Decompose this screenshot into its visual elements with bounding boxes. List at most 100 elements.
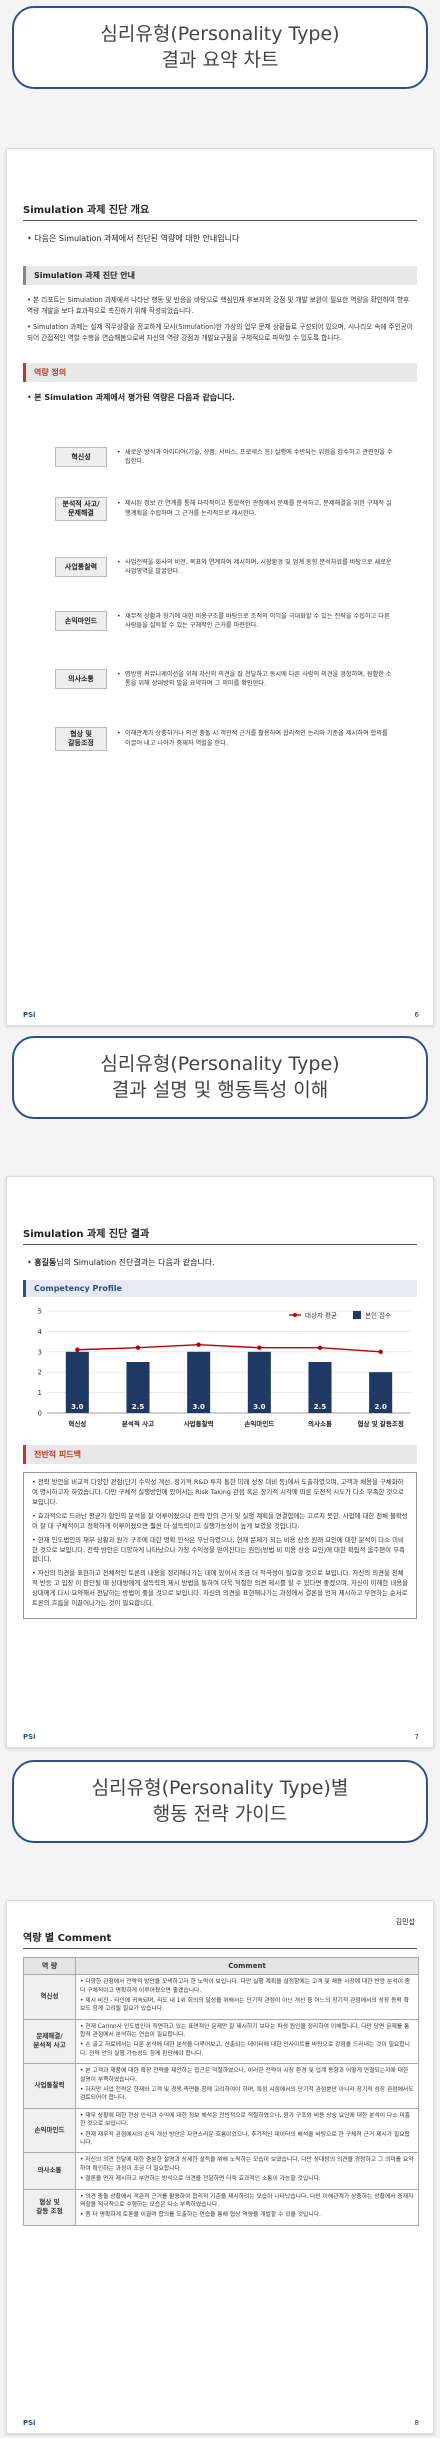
competency-desc: 재무적 상황과 장기에 대한 비용구조를 바탕으로 조직의 이익을 극대화할 수…	[107, 612, 395, 631]
comment-text: 본 고객과 제품에 대한 확장 전략을 제안하는 접근은 적절하였으나, 이러한…	[80, 2068, 409, 2083]
page-title: Simulation 과제 진단 결과	[23, 1225, 417, 1245]
competency-cell: 사업통찰력	[23, 2063, 76, 2109]
bar	[369, 1372, 393, 1413]
comment-text: 현재 재무적 관점에서의 손익 개선 방안은 자연스러운 흐름이었으나, 추가적…	[80, 2131, 410, 2146]
report-page-6: Simulation 과제 진단 개요 • 다음은 Simulation 과제에…	[6, 148, 434, 1026]
competency-cell: 혁신성	[23, 1974, 76, 2020]
competency-label: 손익마인드	[55, 611, 107, 631]
table-row: 손익마인드 • 재무 상황에 대한 현상 인식과 수익에 대한 정보 해석은 전…	[23, 2107, 419, 2154]
table-header-row: 역 량 Comment	[23, 1956, 419, 1976]
page-number: 8	[414, 2419, 419, 2427]
comment-cell: • 본 고객과 제품에 대한 확장 전략을 제안하는 접근은 적절하였으나, 이…	[75, 2063, 419, 2109]
comment-table: 역 량 Comment 혁신성 • 다양한 관점에서 전략적 방안을 모색하고자…	[23, 1956, 419, 2226]
legend-bar-swatch	[353, 1311, 361, 1319]
average-point	[75, 1347, 80, 1352]
comment-text: 다양한 관점에서 전략적 방안을 모색하고자 한 노력이 보입니다. 다만 실행…	[80, 1979, 411, 1994]
page-title: 역량 별 Comment	[23, 1929, 417, 1949]
psi-logo: PSi	[23, 2419, 36, 2427]
column-header: Comment	[75, 1956, 419, 1976]
section-header-guide: Simulation 과제 진단 안내	[23, 266, 417, 285]
bar-value-label: 2.5	[132, 1403, 145, 1411]
bar-value-label: 3.0	[71, 1403, 84, 1411]
legend-label: 대상자 평균	[305, 1311, 337, 1320]
competency-desc: 제시된 정보 간 연계를 통해 다각적이고 통합적인 관점에서 문제를 분석하고…	[107, 499, 395, 518]
competency-row: 사업통찰력 사업전략을 회사의 비전, 목표와 연계하여 제시하며, 시장환경 …	[55, 557, 395, 577]
competency-label: 사업통찰력	[55, 557, 107, 577]
feedback-paragraph: 전략 방안을 비교적 다양한 관점(단기 수익성 개선, 장기적 R&D 투자 …	[32, 1478, 405, 1506]
competency-desc: 이해관계가 상충하거나 의견 충돌 시 객관적 근거를 활용하여 합리적인 논리…	[107, 729, 395, 748]
bar-value-label: 3.0	[192, 1403, 205, 1411]
comment-text: 제시 비전 - 타인에 귀속되며, 리도 내 1위 회의의 달성을 위해서는 단…	[80, 1997, 409, 2013]
page-title: Simulation 과제 진단 개요	[23, 201, 417, 221]
average-line	[77, 1343, 381, 1353]
category-label: 의사소통	[308, 1419, 332, 1428]
intro-line: • 다음은 Simulation 과제에서 진단된 역량에 대한 안내입니다	[27, 234, 240, 243]
competency-label: 분석적 사고/ 문제해결	[55, 497, 107, 521]
category-label: 분석적 사고	[122, 1419, 154, 1428]
y-tick-label: 1	[38, 1389, 42, 1397]
banner-title: 심리유형(Personality Type) 결과 설명 및 행동특성 이해	[100, 1053, 340, 1101]
competency-cell: 손익마인드	[23, 2107, 76, 2154]
category-label: 손익마인드	[244, 1419, 274, 1428]
bar-value-label: 2.5	[314, 1403, 327, 1411]
average-point	[378, 1349, 383, 1354]
report-page-7: Simulation 과제 진단 결과 • 홍길동님의 Simulation 진…	[6, 1176, 434, 1748]
competency-label: 혁신성	[55, 447, 107, 467]
competency-label: 의사소통	[55, 669, 107, 689]
person-name: 김민섭	[395, 1918, 415, 1926]
guide-text: • 본 리포트는 Simulation 과제에서 나타난 행동 및 반응을 바탕…	[27, 296, 413, 342]
report-page-8: 김민섭 역량 별 Comment 역 량 Comment 혁신성 • 다양한 관…	[6, 1900, 434, 2434]
average-point	[135, 1345, 141, 1350]
section-banner-strategy: 심리유형(Personality Type)별 행동 전략 가이드	[12, 1760, 428, 1844]
competency-cell: 문제해결/ 분석적 사고	[23, 2018, 76, 2065]
definition-intro: • 본 Simulation 과제에서 평가된 역량은 다음과 같습니다.	[27, 393, 235, 403]
table-row: 사업통찰력 • 본 고객과 제품에 대한 확장 전략을 제안하는 접근은 적절하…	[23, 2063, 419, 2109]
competency-desc: 명방향 커뮤니케이션을 위해 자신의 의견을 잘 전달하고 동시에 다른 사람의…	[107, 670, 395, 689]
comment-cell: • 의견 충돌 상황에서 객관적 근거를 활용하여 합리적 기준을 제시하려는 …	[75, 2188, 419, 2226]
legend-line-marker	[293, 1313, 297, 1317]
section-header-feedback: 전반적 피드백	[23, 1445, 417, 1464]
section-header-chart: Competency Profile	[23, 1280, 417, 1297]
comment-cell: • 자신의 의견 전달에 대한 충분한 설명과 상세한 설득을 위해 노력하는 …	[75, 2152, 419, 2190]
comment-cell: • 다양한 관점에서 전략적 방안을 모색하고자 한 노력이 보입니다. 다만 …	[75, 1974, 419, 2020]
competency-cell: 의사소통	[23, 2152, 76, 2190]
comment-text: 손 골고 자료에서는 다른 분석에 대한 분석을 다루어보고, 산출되는 데이터…	[80, 2042, 410, 2057]
y-tick-label: 2	[38, 1369, 42, 1377]
comment-text: 현재 Carinn사 인도법인이 직면하고 있는 표면적인 문제만 잘 제시하기…	[80, 2023, 410, 2039]
comment-text: 자신의 의견 전달에 대한 충분한 설명과 상세한 설득을 위해 노력하는 모습…	[80, 2157, 414, 2172]
competency-row: 협상 및 갈등조정 이해관계가 상충하거나 의견 충돌 시 객관적 근거를 활용…	[55, 727, 395, 751]
bar-value-label: 2.0	[374, 1403, 387, 1411]
column-header: 역 량	[23, 1956, 76, 1976]
section-banner-explanation: 심리유형(Personality Type) 결과 설명 및 행동특성 이해	[12, 1036, 428, 1120]
table-row: 의사소통 • 자신의 의견 전달에 대한 충분한 설명과 상세한 설득을 위해 …	[23, 2152, 419, 2190]
competency-label: 협상 및 갈등조정	[55, 727, 107, 751]
competency-row: 분석적 사고/ 문제해결 제시된 정보 간 연계를 통해 다각적이고 통합적인 …	[55, 497, 395, 521]
category-label: 혁신성	[68, 1419, 86, 1428]
banner-title: 심리유형(Personality Type)별 행동 전략 가이드	[91, 1777, 349, 1825]
intro-text: 다음은 Simulation 과제에서 진단된 역량에 대한 안내입니다	[34, 234, 240, 243]
guide-paragraph: Simulation 과제는 실제 직무상황을 정교하게 모사(Simulati…	[27, 323, 413, 342]
average-point	[196, 1342, 201, 1347]
person-name: 홍길동	[34, 1258, 57, 1267]
table-row: 혁신성 • 다양한 관점에서 전략적 방안을 모색하고자 한 노력이 보입니다.…	[23, 1974, 419, 2020]
definition-intro-text: 본 Simulation 과제에서 평가된 역량은 다음과 같습니다.	[34, 393, 235, 403]
banner-title: 심리유형(Personality Type) 결과 요약 차트	[100, 23, 340, 71]
table-row: 협상 및 갈등 조정 • 의견 충돌 상황에서 객관적 근거를 활용하여 합리적…	[23, 2188, 419, 2226]
comment-cell: • 현재 Carinn사 인도법인이 직면하고 있는 표면적인 문제만 잘 제시…	[75, 2018, 419, 2065]
psi-logo: PSi	[23, 1011, 36, 1019]
comment-text: 좀 더 명확하게 토론을 이끌며 합의를 도출하는 연습을 통해 협상 역량을 …	[85, 2212, 321, 2219]
bar	[308, 1362, 332, 1413]
feedback-paragraph: 자신의 의견을 표현하고 전체적인 토론의 내용을 정리해나가는 데에 있어서 …	[32, 1569, 408, 1608]
y-tick-label: 0	[38, 1410, 42, 1418]
bar	[247, 1351, 271, 1413]
competency-profile-chart: 0 1 2 3 4 5 3.0 혁신성 2.5 분석적 사고 3.0 사업통찰력 3.0 손익마인드 2.5…	[38, 1308, 411, 1428]
bar	[126, 1362, 150, 1413]
feedback-paragraph: 현재 인도법인의 재무 상황과 원가 구조에 대한 명확 인식은 부난하였으나,…	[32, 1535, 405, 1564]
comment-text: 결론을 먼저 제시하고 부연하는 방식으로 의견을 전달하면 더욱 효과적인 소…	[85, 2176, 321, 2183]
category-label: 협상 및 갈등조정	[357, 1419, 403, 1428]
comment-text: 의견 충돌 상황에서 객관적 근거를 활용하여 합리적 기준을 제시하려는 모습…	[80, 2193, 414, 2208]
section-banner-summary: 심리유형(Personality Type) 결과 요약 차트	[12, 6, 428, 90]
comment-text: 하지만 사업 전략은 현재와 고객 및 경쟁 측면을 함께 고려하여야 하며, …	[80, 2087, 414, 2102]
psi-logo: PSi	[23, 1733, 36, 1741]
competency-row: 의사소통 명방향 커뮤니케이션을 위해 자신의 의견을 잘 전달하고 동시에 다…	[55, 669, 395, 689]
